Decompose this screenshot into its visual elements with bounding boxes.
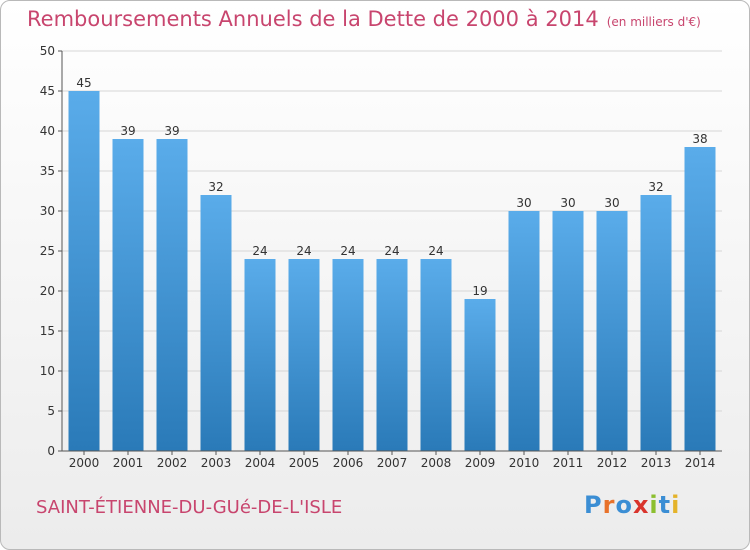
x-tick-label: 2003 (201, 456, 232, 470)
y-tick-label: 35 (40, 164, 55, 178)
y-tick-label: 10 (40, 364, 55, 378)
y-tick-label: 25 (40, 244, 55, 258)
x-tick-label: 2004 (245, 456, 276, 470)
bar-value-label: 39 (120, 124, 135, 138)
bar (508, 211, 540, 451)
bar-value-label: 32 (648, 180, 663, 194)
bar-value-label: 24 (296, 244, 311, 258)
logo-letter: r (602, 491, 616, 519)
bar-value-label: 39 (164, 124, 179, 138)
x-tick-label: 2002 (157, 456, 188, 470)
bar-value-label: 30 (516, 196, 531, 210)
x-tick-label: 2000 (69, 456, 100, 470)
y-tick-label: 5 (47, 404, 55, 418)
x-tick-label: 2012 (597, 456, 628, 470)
proxiti-logo: Proxiti (584, 491, 680, 519)
bar-value-label: 45 (76, 76, 91, 90)
commune-name: SAINT-ÉTIENNE-DU-GUé-DE-L'ISLE (36, 497, 343, 518)
x-tick-label: 2009 (465, 456, 496, 470)
x-tick-label: 2011 (553, 456, 584, 470)
chart-title-text: Remboursements Annuels de la Dette de 20… (27, 7, 599, 31)
bar (68, 91, 100, 451)
y-tick-label: 20 (40, 284, 55, 298)
bar (112, 139, 144, 451)
x-tick-label: 2010 (509, 456, 540, 470)
bar (244, 259, 276, 451)
logo-letter: x (632, 491, 650, 519)
bar (332, 259, 364, 451)
bar (464, 299, 496, 451)
x-tick-label: 2007 (377, 456, 408, 470)
logo-letter: o (615, 491, 633, 519)
bar-value-label: 32 (208, 180, 223, 194)
bar-value-label: 30 (604, 196, 619, 210)
bar (200, 195, 232, 451)
x-tick-label: 2006 (333, 456, 364, 470)
bar-value-label: 24 (428, 244, 443, 258)
x-axis: 2000 2001 2002 2003 2004 2005 2006 2007 2008 2009… (62, 450, 722, 470)
y-tick-label: 0 (47, 444, 55, 458)
logo-letter: i (671, 491, 681, 519)
bars: 45 39 39 32 24 24 24 24 24 19 30 30 30 32 38 (68, 76, 716, 451)
bar-value-label: 24 (340, 244, 355, 258)
x-tick-label: 2005 (289, 456, 320, 470)
bar-value-label: 30 (560, 196, 575, 210)
chart-unit: (en milliers d'€) (606, 15, 701, 29)
bar (640, 195, 672, 451)
bar-value-label: 24 (252, 244, 267, 258)
logo-letter: t (658, 491, 672, 519)
bar-value-label: 24 (384, 244, 399, 258)
bar (552, 211, 584, 451)
y-axis: 0 5 10 15 20 25 30 35 40 45 50 (40, 44, 63, 458)
bar (596, 211, 628, 451)
bar (156, 139, 188, 451)
y-tick-label: 30 (40, 204, 55, 218)
chart-title: Remboursements Annuels de la Dette de 20… (27, 7, 701, 31)
logo-letter: i (649, 491, 659, 519)
y-tick-label: 40 (40, 124, 55, 138)
x-tick-label: 2014 (685, 456, 716, 470)
bar (684, 147, 716, 451)
bar-value-label: 38 (692, 132, 707, 146)
bar (420, 259, 452, 451)
bar (288, 259, 320, 451)
x-tick-label: 2013 (641, 456, 672, 470)
x-tick-label: 2008 (421, 456, 452, 470)
x-tick-label: 2001 (113, 456, 144, 470)
bar-value-label: 19 (472, 284, 487, 298)
y-tick-label: 50 (40, 44, 55, 58)
logo-letter: P (584, 491, 603, 519)
y-tick-label: 15 (40, 324, 55, 338)
y-tick-label: 45 (40, 84, 55, 98)
bar (376, 259, 408, 451)
